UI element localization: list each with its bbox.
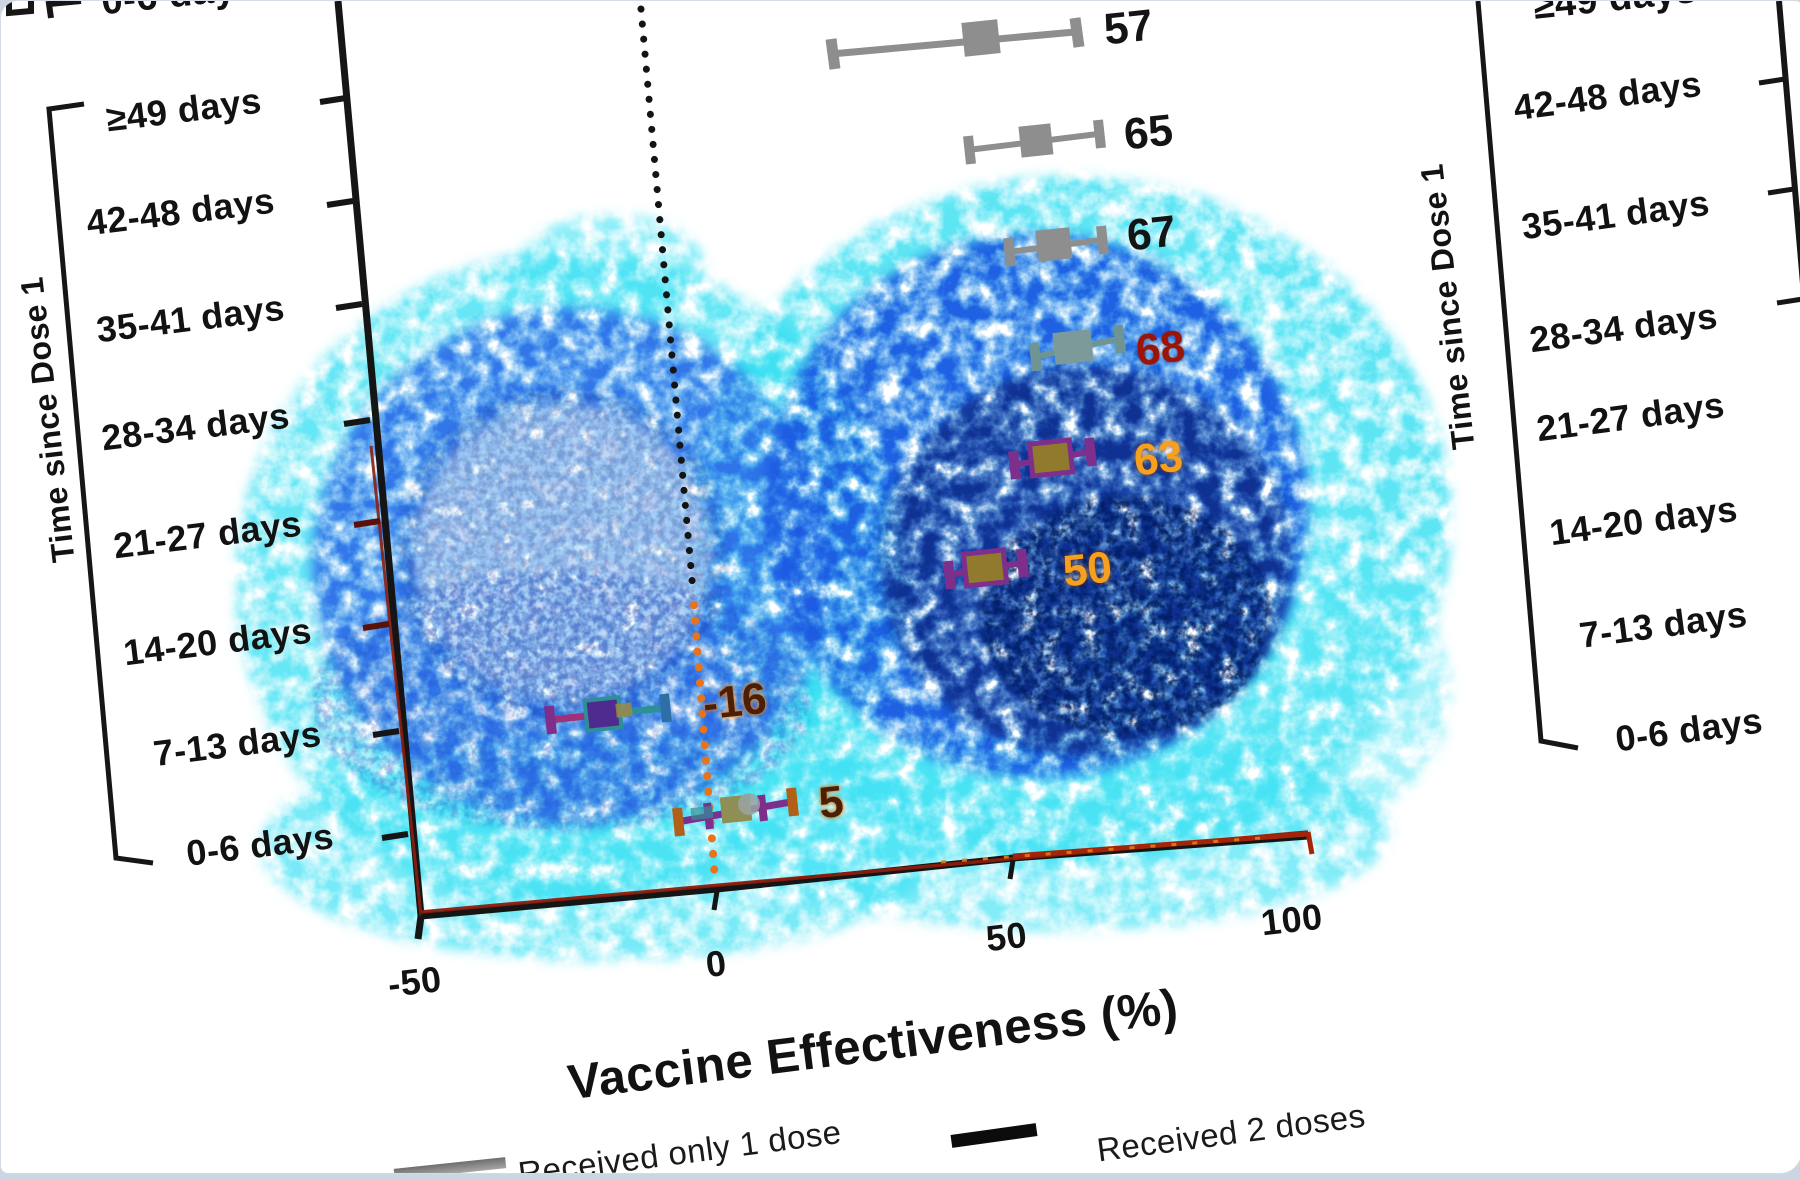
errorbar-5 [672, 787, 799, 837]
errorbar-63 [1008, 437, 1097, 480]
cyan-cloud-bottom-right [731, 731, 1391, 931]
x-tick-label-neg50: -50 [385, 958, 444, 1005]
left-tick-49 [319, 95, 347, 105]
x-tick-label-50: 50 [983, 913, 1030, 960]
value-label-neg16: -16 [700, 673, 769, 730]
errorbar-65 [963, 119, 1106, 165]
cutoff-glyph-1 [6, 1, 34, 17]
value-label-63: 63 [1131, 431, 1186, 486]
zero-dotted-line-black [637, 5, 697, 595]
left-spine-red-overlay [369, 445, 423, 917]
left-bracket [46, 101, 154, 866]
errorbar-57 [825, 17, 1085, 70]
right-tick-2834 [1776, 296, 1800, 306]
x-tick-label-100: 100 [1258, 895, 1325, 944]
zero-dotted-line-orange [690, 601, 719, 883]
errorbar-50 [943, 547, 1029, 590]
value-label-5: 5 [816, 776, 846, 829]
x-tick-0 [711, 890, 720, 911]
left-tick-3541 [335, 301, 363, 311]
right-separator-bracket [1475, 1, 1579, 751]
x-axis-end-cap [1305, 831, 1315, 855]
value-label-67: 67 [1124, 206, 1179, 261]
cyan-bump-top [516, 214, 706, 324]
left-tick-2127 [353, 518, 381, 528]
blue-speckle-lower-left [311, 571, 811, 831]
errorbar-neg16 [544, 693, 672, 735]
value-label-50: 50 [1060, 542, 1115, 597]
x-axis-corner-cap [414, 915, 425, 940]
left-tick-713 [372, 728, 400, 738]
right-tick-3541 [1767, 186, 1795, 196]
left-tick-2834 [343, 417, 371, 427]
value-label-65: 65 [1121, 105, 1176, 160]
left-tick-4248 [326, 198, 354, 208]
right-tick-4248 [1758, 76, 1786, 86]
left-spine [334, 1, 425, 917]
x-tick-50 [1007, 859, 1016, 880]
left-tick-06 [381, 831, 409, 841]
errorbar-67 [1003, 225, 1109, 267]
value-label-57: 57 [1101, 0, 1156, 55]
cutoff-glyph-2 [45, 1, 82, 19]
errorbar-68 [1029, 324, 1126, 372]
left-tick-1420 [362, 621, 390, 631]
right-spine [1776, 1, 1800, 284]
value-label-68: 68 [1133, 321, 1188, 376]
navy-core-right-dark [981, 496, 1271, 736]
x-axis-red-right [1012, 831, 1309, 859]
x-axis [420, 832, 1309, 920]
